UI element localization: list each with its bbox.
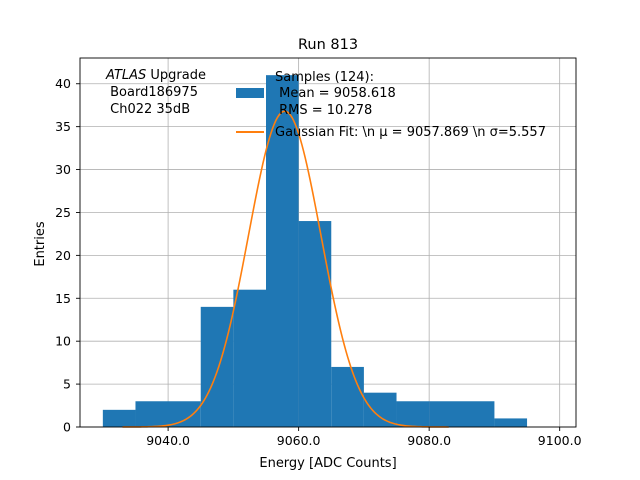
y-tick-label: 5 (63, 377, 71, 392)
plot-frame (79, 57, 577, 428)
gaussian-fit-curve (122, 110, 449, 428)
y-tick-label: 35 (55, 119, 71, 134)
gaussian-fit-layer (122, 110, 449, 428)
y-tick-label: 0 (63, 420, 71, 435)
histogram-bar (494, 418, 528, 427)
legend-samples-line2: Mean = 9058.618 (275, 86, 396, 101)
x-tick-label: 9060.0 (277, 433, 321, 448)
histogram-bar (135, 401, 201, 427)
annotation-atlas: ATLAS (105, 68, 146, 83)
annotation-upgrade: Upgrade (146, 68, 206, 83)
annotation-board: Board186975 (106, 85, 198, 100)
histogram-bar (363, 392, 397, 427)
histogram-bar (396, 401, 430, 427)
y-tick-label: 40 (55, 76, 71, 91)
x-tick-label: 9040.0 (146, 433, 190, 448)
y-axis-label: Entries (33, 221, 48, 267)
y-tick-label: 30 (55, 162, 71, 177)
x-tick-label: 9100.0 (538, 433, 582, 448)
legend-fit-label: Gaussian Fit: \n μ = 9057.869 \n σ=5.557 (275, 125, 546, 140)
x-tick-label: 9080.0 (407, 433, 451, 448)
atlas-annotation: ATLAS Upgrade Board186975 Ch022 35dB (105, 68, 206, 117)
legend-samples-line3: RMS = 10.278 (275, 103, 372, 118)
y-tick-label: 20 (55, 248, 71, 263)
legend: Samples (124): Mean = 9058.618 RMS = 10.… (236, 70, 546, 140)
annotation-channel: Ch022 35dB (106, 102, 190, 117)
legend-samples-swatch (236, 88, 264, 98)
axes (79, 57, 577, 428)
histogram-bar (429, 401, 495, 427)
y-tick-label: 10 (55, 334, 71, 349)
histogram-bar (331, 366, 364, 427)
y-tick-label: 25 (55, 205, 71, 220)
y-tick-label: 15 (55, 291, 71, 306)
svg-text:ATLAS Upgrade: ATLAS Upgrade (105, 68, 206, 83)
chart-title: Run 813 (298, 37, 358, 53)
histogram-bar (200, 306, 234, 427)
legend-samples-line1: Samples (124): (275, 70, 374, 85)
histogram-bars (102, 75, 528, 428)
histogram-bar (102, 409, 136, 427)
histogram-bar (233, 289, 266, 427)
x-axis-label: Energy [ADC Counts] (259, 456, 396, 471)
tick-marks: 9040.0 9060.0 9080.0 9100.0 0 5 10 15 20 25 30 35 40 (55, 76, 582, 448)
histogram-bar (298, 221, 332, 427)
